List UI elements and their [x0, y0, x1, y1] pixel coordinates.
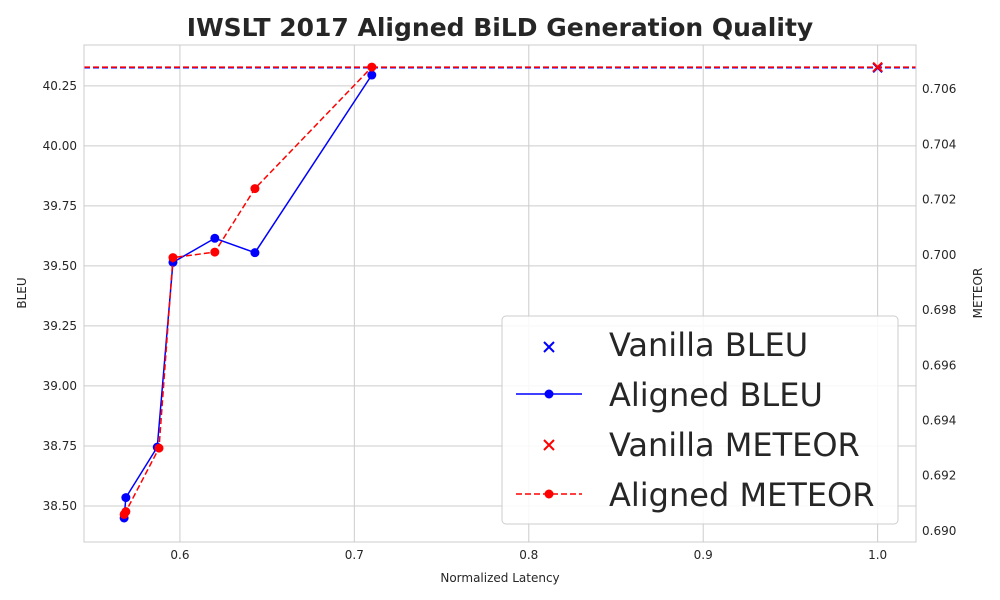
x-tick-label: 0.7 [345, 548, 364, 562]
legend-label-aligned-meteor: Aligned METEOR [609, 476, 874, 514]
y-tick-label-right: 0.698 [922, 303, 956, 317]
legend-label-vanilla-bleu: Vanilla BLEU [609, 326, 808, 364]
y-axis-label-right: METEOR [971, 268, 985, 319]
chart-title: IWSLT 2017 Aligned BiLD Generation Quali… [187, 13, 813, 42]
data-point-vanilla-meteor [872, 61, 883, 73]
legend-marker-x-blue [543, 341, 555, 353]
y-ticks-left: 38.50 38.75 39.00 39.25 39.50 39.75 40.00 40.25 [43, 79, 77, 513]
y-tick-label-left: 39.75 [43, 199, 77, 213]
y-tick-label-left: 38.75 [43, 439, 77, 453]
data-point-aligned-bleu [121, 493, 131, 503]
series-vanilla-meteor [872, 61, 883, 73]
y-tick-label-right: 0.692 [922, 469, 956, 483]
x-tick-label: 0.6 [170, 548, 189, 562]
data-point-aligned-meteor [168, 253, 178, 263]
reference-lines [84, 66, 916, 69]
data-point-aligned-bleu [210, 233, 220, 243]
data-point-aligned-bleu [367, 70, 377, 80]
y-tick-label-left: 39.00 [43, 379, 77, 393]
y-tick-label-left: 39.50 [43, 259, 77, 273]
data-point-aligned-meteor [367, 62, 377, 72]
legend-marker-x-red [543, 439, 555, 451]
y-tick-label-left: 40.25 [43, 79, 77, 93]
legend-entry-aligned-meteor: Aligned METEOR [516, 476, 874, 514]
y-tick-label-right: 0.706 [922, 82, 956, 96]
x-tick-label: 1.0 [868, 548, 887, 562]
x-ticks: 0.6 0.7 0.8 0.9 1.0 [170, 548, 887, 562]
legend-marker-circle-red [544, 489, 554, 499]
legend-entry-vanilla-bleu: Vanilla BLEU [543, 326, 808, 364]
legend-marker-circle-blue [544, 389, 554, 399]
series-aligned-meteor [119, 62, 377, 519]
data-point-aligned-meteor [250, 184, 260, 194]
legend-label-aligned-bleu: Aligned BLEU [609, 376, 823, 414]
data-point-aligned-meteor [210, 247, 220, 257]
legend-entry-vanilla-meteor: Vanilla METEOR [543, 426, 860, 464]
legend-label-vanilla-meteor: Vanilla METEOR [609, 426, 860, 464]
y-tick-label-left: 40.00 [43, 139, 77, 153]
y-tick-label-right: 0.690 [922, 524, 956, 538]
data-point-aligned-meteor [154, 443, 164, 453]
legend-entry-aligned-bleu: Aligned BLEU [516, 376, 823, 414]
y-tick-label-left: 38.50 [43, 499, 77, 513]
y-ticks-right: 0.690 0.692 0.694 0.696 0.698 0.700 0.702 0.704… [922, 82, 956, 538]
y-tick-label-right: 0.704 [922, 137, 956, 151]
plot-frame [83, 44, 917, 543]
y-tick-label-right: 0.700 [922, 248, 956, 262]
x-tick-label: 0.9 [694, 548, 713, 562]
x-tick-label: 0.8 [519, 548, 538, 562]
series-layer [119, 61, 883, 523]
y-tick-label-right: 0.702 [922, 193, 956, 207]
legend-box [501, 315, 899, 525]
data-point-aligned-meteor [121, 507, 131, 517]
legend: Vanilla BLEU Aligned BLEU Vanilla METEOR… [501, 315, 899, 525]
data-point-aligned-bleu [250, 248, 260, 258]
y-axis-label-left: BLEU [15, 277, 29, 308]
y-tick-label-left: 39.25 [43, 319, 77, 333]
y-tick-label-right: 0.694 [922, 414, 956, 428]
x-axis-label: Normalized Latency [440, 571, 559, 585]
y-tick-label-right: 0.696 [922, 358, 956, 372]
